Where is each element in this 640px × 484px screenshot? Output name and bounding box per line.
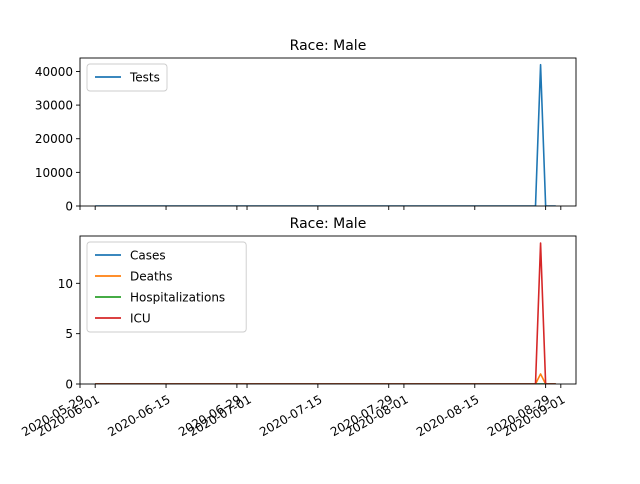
series-line-tests [95,63,556,206]
y-tick-label: 0 [65,378,73,392]
series-line-icu [95,242,556,384]
axes-frame [79,235,577,385]
x-tick-label: 2020-06-15 [105,392,172,439]
y-tick-label: 40000 [35,65,73,79]
legend-label-hospitalizations: Hospitalizations [130,291,225,305]
y-tick-label: 10 [58,277,73,291]
legend: Cases Deaths Hospitalizations ICU [86,241,247,333]
legend-label-deaths: Deaths [130,270,173,284]
legend-box [86,63,168,92]
x-tick-label: 2020-07-15 [257,392,324,439]
y-tick-label: 5 [65,327,73,341]
chart-panel-1: Race: Male 0 10000 20000 30000 40000 Tests [35,38,577,214]
chart-title: Race: Male [290,216,367,232]
legend-label-icu: ICU [130,312,151,326]
chart-title: Race: Male [290,38,367,54]
x-tick-label: 2020-08-15 [414,392,481,439]
y-tick-label: 30000 [35,99,73,113]
legend-label-tests: Tests [129,71,160,85]
y-tick-label: 20000 [35,132,73,146]
legend: Tests [86,63,168,92]
axes-frame [79,57,577,207]
series-line-deaths [95,373,556,384]
legend-label-cases: Cases [130,249,166,263]
y-tick-label: 0 [65,200,73,214]
legend-box [86,241,247,333]
y-tick-label: 10000 [35,166,73,180]
